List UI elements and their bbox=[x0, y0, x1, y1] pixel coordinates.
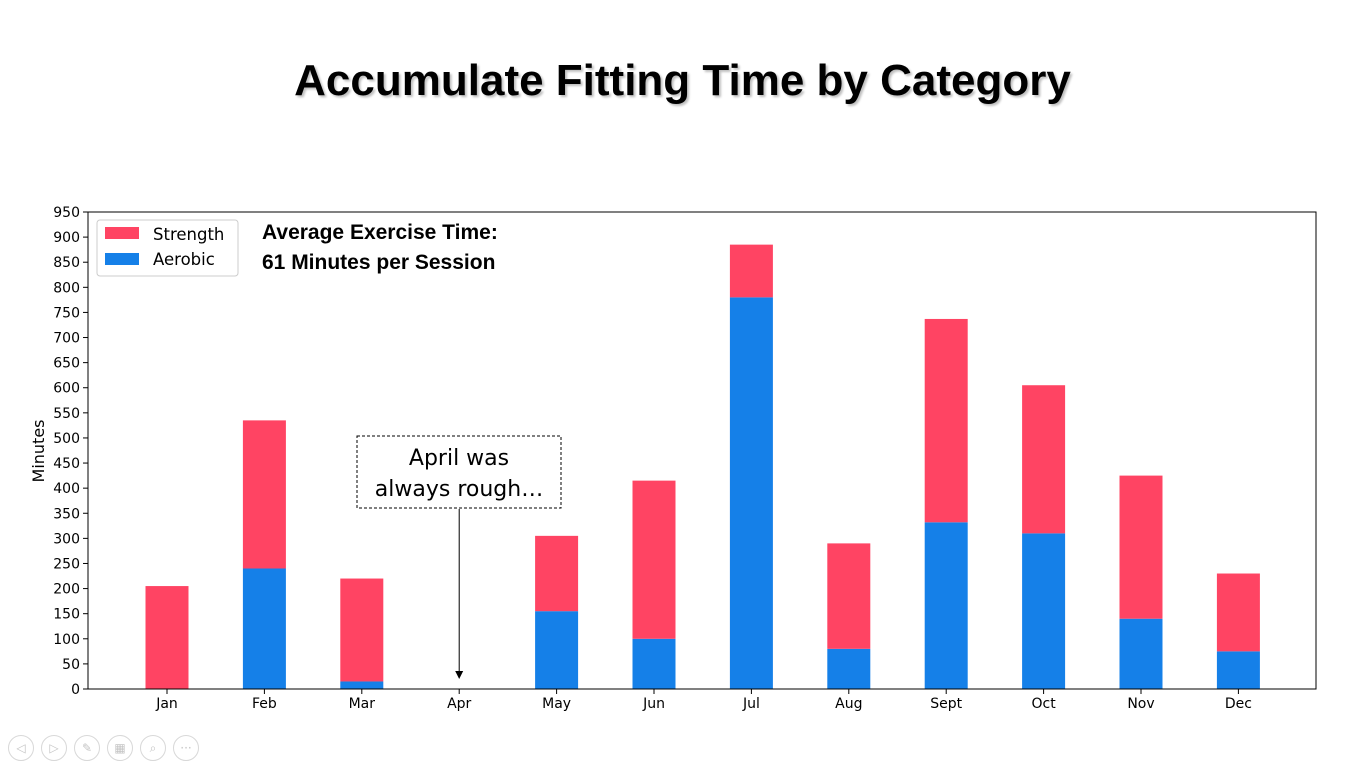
bar-strength-jul bbox=[729, 244, 773, 298]
april-annotation: April was always rough… bbox=[356, 435, 562, 679]
y-tick-label: 200 bbox=[53, 582, 80, 598]
bar-aerobic-feb bbox=[242, 568, 286, 689]
previous-button[interactable]: ◁ bbox=[8, 735, 34, 761]
zoom-icon: ⌕ bbox=[149, 740, 157, 755]
bar-strength-oct bbox=[1022, 385, 1066, 534]
bar-strength-may bbox=[535, 535, 579, 612]
slides-button[interactable]: ▦ bbox=[107, 735, 133, 761]
pen-button[interactable]: ✎ bbox=[74, 735, 100, 761]
y-tick-label: 500 bbox=[53, 431, 80, 447]
x-tick-label: Mar bbox=[349, 696, 376, 712]
y-tick-label: 0 bbox=[71, 682, 80, 698]
y-tick-label: 700 bbox=[53, 331, 80, 347]
x-axis: Jan Feb Mar Apr May Jun Jul Aug Sept Oct Nov Dec bbox=[155, 689, 1252, 712]
y-tick-label: 300 bbox=[53, 531, 80, 547]
y-tick-label: 550 bbox=[53, 406, 80, 422]
bar-aerobic-may bbox=[535, 611, 579, 689]
y-tick-label: 900 bbox=[53, 230, 80, 246]
more-icon: ··· bbox=[180, 741, 192, 755]
y-tick-label: 350 bbox=[53, 506, 80, 522]
bar-strength-jun bbox=[632, 480, 676, 639]
x-tick-label: Jun bbox=[642, 696, 665, 712]
legend: Strength Aerobic bbox=[96, 219, 239, 277]
bar-aerobic-dec bbox=[1216, 651, 1260, 689]
bar-strength-dec bbox=[1216, 573, 1260, 652]
x-tick-label: Jan bbox=[155, 696, 178, 712]
zoom-button[interactable]: ⌕ bbox=[140, 735, 166, 761]
bar-aerobic-sept bbox=[924, 522, 968, 689]
bar-aerobic-nov bbox=[1119, 618, 1163, 689]
y-tick-label: 600 bbox=[53, 381, 80, 397]
bar-aerobic-oct bbox=[1022, 533, 1066, 689]
y-tick-label: 150 bbox=[53, 607, 80, 623]
legend-label-strength: Strength bbox=[153, 225, 224, 244]
x-tick-label: Nov bbox=[1127, 696, 1154, 712]
x-tick-label: Aug bbox=[835, 696, 862, 712]
x-tick-label: Jul bbox=[742, 696, 760, 712]
bar-strength-mar bbox=[340, 578, 384, 682]
x-tick-label: Oct bbox=[1031, 696, 1056, 712]
y-tick-label: 400 bbox=[53, 481, 80, 497]
pen-icon: ✎ bbox=[81, 741, 93, 755]
legend-swatch-strength bbox=[105, 227, 139, 239]
x-tick-label: May bbox=[542, 696, 571, 712]
bar-strength-aug bbox=[827, 543, 871, 649]
average-time-line-2: 61 Minutes per Session bbox=[262, 251, 495, 274]
legend-swatch-aerobic bbox=[105, 253, 139, 265]
x-tick-label: Dec bbox=[1225, 696, 1252, 712]
annotation-box bbox=[356, 435, 562, 509]
y-tick-label: 950 bbox=[53, 205, 80, 221]
bar-strength-nov bbox=[1119, 475, 1163, 619]
annotation-arrowhead bbox=[455, 671, 464, 679]
x-tick-label: Apr bbox=[447, 696, 471, 712]
y-tick-label: 450 bbox=[53, 456, 80, 472]
bar-aerobic-mar bbox=[340, 681, 384, 689]
y-tick-label: 800 bbox=[53, 280, 80, 296]
annotation-line-1: April was bbox=[409, 446, 509, 471]
bar-strength-jan bbox=[145, 586, 189, 689]
y-tick-label: 250 bbox=[53, 556, 80, 572]
y-tick-label: 650 bbox=[53, 356, 80, 372]
x-tick-label: Sept bbox=[930, 696, 962, 712]
annotation-line-2: always rough… bbox=[375, 477, 543, 502]
x-tick-label: Feb bbox=[252, 696, 277, 712]
y-tick-label: 750 bbox=[53, 305, 80, 321]
y-tick-label: 50 bbox=[62, 657, 80, 673]
legend-label-aerobic: Aerobic bbox=[153, 250, 215, 269]
y-tick-label: 100 bbox=[53, 632, 80, 648]
previous-icon: ◁ bbox=[16, 741, 26, 755]
bars-layer bbox=[145, 244, 1260, 689]
more-button[interactable]: ··· bbox=[173, 735, 199, 761]
y-axis: 0 50 100 150 200 250 300 350 400 450 500 550 600 650 7… bbox=[53, 205, 88, 698]
average-time-line-1: Average Exercise Time: bbox=[262, 221, 498, 244]
bar-strength-feb bbox=[242, 420, 286, 569]
next-icon: ▷ bbox=[49, 741, 59, 755]
slide-title: Accumulate Fitting Time by Category bbox=[294, 56, 1071, 105]
bar-aerobic-aug bbox=[827, 648, 871, 689]
y-axis-label: Minutes bbox=[29, 420, 48, 483]
plot-frame bbox=[87, 211, 1317, 690]
slides-icon: ▦ bbox=[114, 741, 126, 755]
slideshow-toolbar: ◁ ▷ ✎ ▦ ⌕ ··· bbox=[8, 735, 199, 763]
bar-strength-sept bbox=[924, 318, 968, 523]
bar-aerobic-jun bbox=[632, 638, 676, 689]
bar-aerobic-jul bbox=[729, 297, 773, 689]
next-button[interactable]: ▷ bbox=[41, 735, 67, 761]
y-tick-label: 850 bbox=[53, 255, 80, 271]
